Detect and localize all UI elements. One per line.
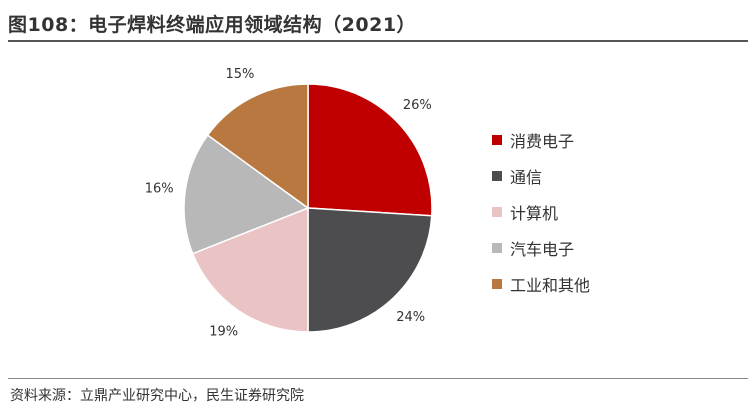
legend-item-1: 通信 (492, 158, 590, 194)
pie-value-label-2: 19% (209, 325, 238, 340)
legend-item-2: 计算机 (492, 194, 590, 230)
chart-legend: 消费电子通信计算机汽车电子工业和其他 (492, 122, 590, 302)
legend-swatch (492, 171, 502, 181)
pie-slice-2 (191, 206, 309, 333)
pie-slice-1 (307, 207, 433, 333)
legend-item-3: 汽车电子 (492, 230, 590, 266)
pie-value-label-3: 16% (145, 182, 174, 197)
legend-swatch (492, 279, 502, 289)
pie-slice-3 (183, 134, 310, 255)
source-note: 资料来源：立鼎产业研究中心，民生证券研究院 (10, 388, 304, 404)
pie-value-label-4: 15% (225, 67, 254, 82)
legend-item-0: 消费电子 (492, 122, 590, 158)
legend-item-4: 工业和其他 (492, 266, 590, 302)
chart-title: 图108：电子焊料终端应用领域结构（2021） (8, 14, 417, 36)
footer-divider (8, 378, 748, 379)
legend-label: 通信 (510, 168, 543, 187)
pie-slice-4 (206, 83, 309, 210)
pie-slice-0 (307, 83, 433, 217)
pie-value-labels: 26% 24% 19% 16% 15% (145, 67, 432, 340)
legend-swatch (492, 207, 502, 217)
legend-swatch (492, 135, 502, 145)
pie-value-label-1: 24% (396, 310, 425, 325)
legend-label: 工业和其他 (510, 276, 591, 295)
legend-swatch (492, 243, 502, 253)
pie-value-label-0: 26% (403, 98, 432, 113)
legend-label: 计算机 (510, 204, 559, 223)
pie-slices (183, 83, 433, 333)
title-divider (8, 40, 748, 42)
legend-label: 消费电子 (510, 132, 575, 151)
legend-label: 汽车电子 (510, 240, 575, 259)
